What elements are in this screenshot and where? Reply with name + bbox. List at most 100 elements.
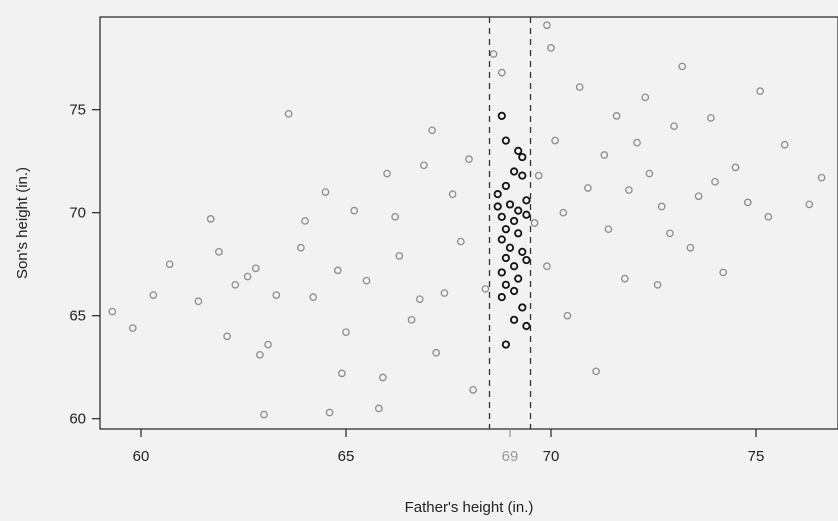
highlight-point <box>501 340 510 349</box>
data-point <box>301 217 309 225</box>
data-point <box>497 68 506 77</box>
y-tick-label: 60 <box>69 411 86 428</box>
data-point <box>374 404 383 413</box>
reference-lines <box>488 17 532 429</box>
highlight-point <box>501 225 510 234</box>
data-point <box>420 161 428 170</box>
data-point <box>165 260 174 269</box>
data-point <box>756 87 764 96</box>
data-point <box>666 229 674 238</box>
highlight-point <box>505 200 515 209</box>
data-point <box>694 192 703 201</box>
points-layer <box>108 21 826 419</box>
data-point <box>428 126 436 135</box>
x-tick-label: 70 <box>543 448 560 465</box>
data-point <box>309 293 318 302</box>
data-point <box>407 315 416 324</box>
data-point <box>272 291 281 299</box>
data-point <box>625 186 633 194</box>
highlight-point <box>514 274 523 283</box>
data-point <box>481 285 490 293</box>
data-point <box>645 169 654 178</box>
highlight-point <box>509 315 519 324</box>
data-point <box>338 369 346 378</box>
highlight-point <box>497 212 506 221</box>
data-point <box>686 243 695 252</box>
data-point <box>215 247 223 256</box>
data-point <box>711 177 719 186</box>
highlight-point <box>501 136 510 145</box>
data-point <box>128 324 137 332</box>
data-point <box>489 50 498 58</box>
plot-area <box>99 16 838 430</box>
data-point <box>223 332 231 341</box>
x-tick-label: 75 <box>748 448 765 465</box>
highlight-point <box>518 247 527 256</box>
data-point <box>657 202 666 211</box>
highlight-point <box>501 280 510 289</box>
y-axis-label: Son's height (in.) <box>14 167 31 279</box>
data-point <box>731 163 740 172</box>
data-point <box>256 350 264 359</box>
highlight-point <box>509 216 519 226</box>
data-point <box>612 112 621 120</box>
data-point <box>584 184 592 192</box>
data-point <box>456 237 465 246</box>
data-point <box>350 206 359 215</box>
y-axis: 60 65 70 75 <box>69 102 100 428</box>
data-point <box>383 169 391 178</box>
x-tick-label: 65 <box>338 448 355 465</box>
highlight-point <box>514 229 523 238</box>
data-point <box>395 252 404 260</box>
data-point <box>592 367 600 376</box>
data-point <box>149 291 158 299</box>
data-point <box>325 408 334 417</box>
highlight-point <box>501 181 510 191</box>
data-point <box>719 268 728 277</box>
y-tick-label: 65 <box>69 308 86 325</box>
x-tick-label: 60 <box>133 448 150 465</box>
data-point <box>543 262 551 271</box>
data-point <box>670 122 678 131</box>
data-point <box>620 274 629 283</box>
data-point <box>333 266 342 275</box>
data-point <box>559 208 568 217</box>
highlight-point <box>509 262 519 271</box>
highlight-point <box>518 152 527 162</box>
data-point <box>465 155 473 163</box>
data-point <box>415 295 424 304</box>
highlight-point <box>514 206 523 215</box>
x-axis: 60 65 70 75 69 <box>133 429 765 465</box>
data-point <box>817 173 826 182</box>
highlight-point <box>509 286 519 296</box>
data-point <box>440 289 449 297</box>
data-point <box>707 114 715 122</box>
data-point <box>575 83 584 91</box>
data-point <box>678 62 687 71</box>
data-point <box>604 225 613 234</box>
data-point <box>264 340 272 349</box>
data-point <box>260 410 268 419</box>
data-point <box>321 188 330 196</box>
highlight-point <box>518 303 527 312</box>
data-point <box>284 109 293 118</box>
highlight-point <box>522 196 531 205</box>
data-point <box>534 171 543 180</box>
highlight-point <box>522 210 531 219</box>
data-point <box>342 328 350 337</box>
data-point <box>764 212 773 221</box>
data-point <box>297 243 305 252</box>
data-point <box>641 93 650 102</box>
data-point <box>633 138 641 147</box>
data-point <box>362 276 371 285</box>
highlight-point <box>522 321 531 331</box>
data-point <box>243 272 252 281</box>
data-point <box>653 280 662 289</box>
data-point <box>379 373 387 382</box>
highlight-point <box>501 253 510 263</box>
highlight-point <box>497 268 506 277</box>
data-point <box>108 307 117 316</box>
data-point <box>780 140 789 149</box>
highlight-point <box>497 235 506 244</box>
